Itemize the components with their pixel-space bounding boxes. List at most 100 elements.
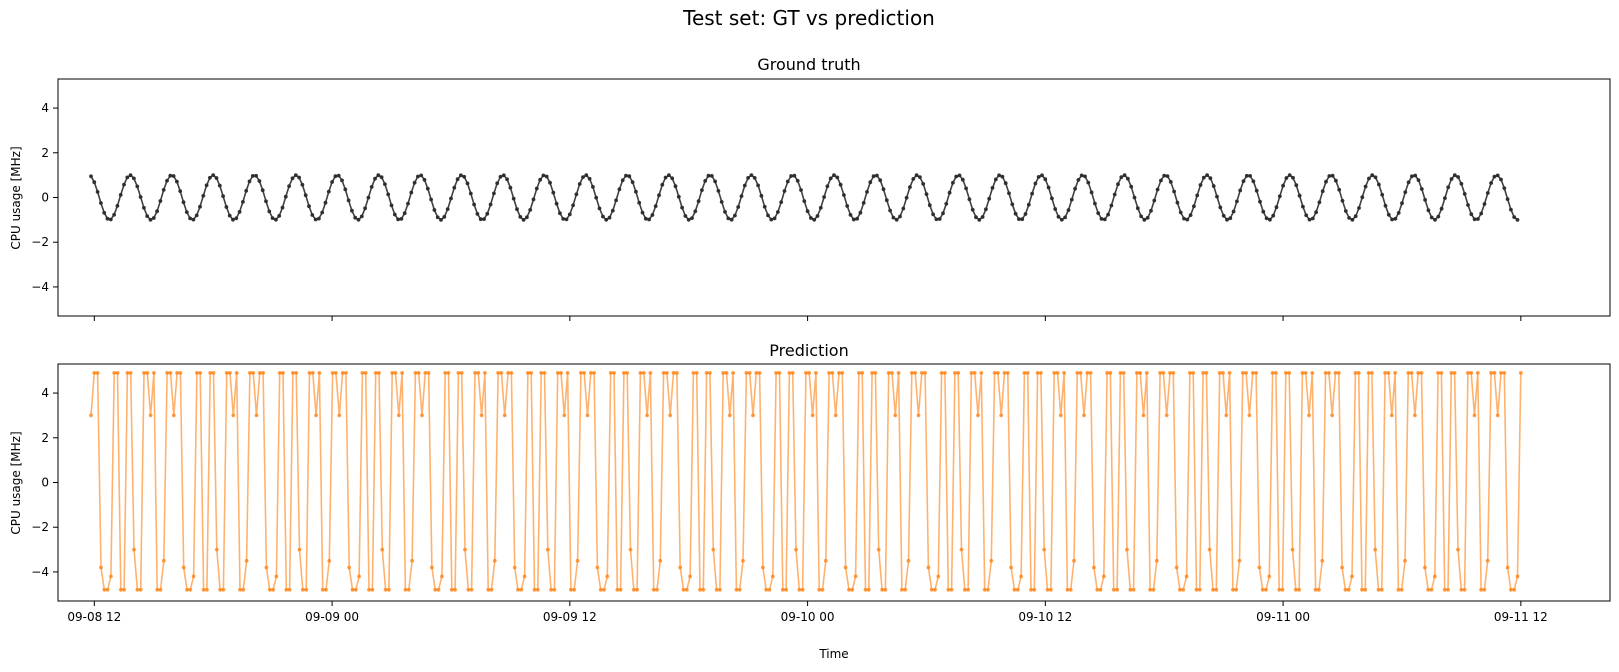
series-point xyxy=(744,371,749,375)
series-point xyxy=(402,211,407,216)
series-point xyxy=(754,371,759,375)
series-point xyxy=(795,178,800,183)
series-point xyxy=(1168,180,1173,184)
series-point xyxy=(436,587,441,592)
series-point xyxy=(1155,187,1160,192)
ground-truth-ylabel: CPU usage [MHz] xyxy=(9,146,23,249)
series-point xyxy=(108,217,113,222)
series-point xyxy=(615,587,620,592)
series-point xyxy=(277,371,282,375)
y-tick-label: 2 xyxy=(41,431,49,445)
series-point xyxy=(1462,192,1467,196)
series-point xyxy=(1178,210,1183,215)
y-tick-label: 2 xyxy=(41,146,49,160)
series-point xyxy=(505,177,509,182)
series-point xyxy=(980,215,985,219)
series-point xyxy=(703,179,708,183)
prediction-title: Prediction xyxy=(769,341,848,360)
series-point xyxy=(158,587,163,592)
series-point xyxy=(1093,201,1097,206)
series-point xyxy=(99,565,103,570)
series-point xyxy=(660,182,665,187)
series-point xyxy=(678,565,683,570)
y-tick-label: −2 xyxy=(31,235,49,249)
series-point xyxy=(1509,587,1513,592)
series-point xyxy=(711,547,716,552)
series-point xyxy=(1218,205,1223,210)
series-point xyxy=(1303,371,1308,375)
series-point xyxy=(1111,587,1116,592)
ground-truth-panel: Ground truth CPU usage [MHz] −4 −2 0 2 4 xyxy=(9,55,1611,321)
series-point xyxy=(1154,558,1159,563)
series-point xyxy=(363,206,367,211)
series-point xyxy=(1208,176,1213,181)
series-point xyxy=(297,175,301,180)
series-point xyxy=(449,196,453,201)
series-point xyxy=(227,213,232,218)
series-point xyxy=(1121,371,1126,375)
series-point xyxy=(1182,216,1186,221)
series-point xyxy=(353,587,358,592)
series-point xyxy=(1389,413,1394,418)
series-point xyxy=(575,558,580,563)
series-point xyxy=(1452,371,1457,375)
series-point xyxy=(767,587,772,592)
series-point xyxy=(281,371,285,375)
series-point xyxy=(413,371,418,375)
series-point xyxy=(1194,587,1199,592)
series-point xyxy=(601,214,605,219)
series-point xyxy=(721,371,726,375)
series-point xyxy=(1313,587,1318,592)
series-point xyxy=(1459,587,1464,592)
series-point xyxy=(410,558,414,563)
series-point xyxy=(528,208,533,212)
series-point xyxy=(1340,565,1344,570)
series-point xyxy=(409,190,414,195)
series-point xyxy=(1399,587,1404,592)
series-point xyxy=(1083,174,1087,179)
series-point xyxy=(300,587,305,592)
series-point xyxy=(863,587,868,592)
series-point xyxy=(1301,204,1305,209)
series-point xyxy=(1205,173,1209,178)
series-point xyxy=(1066,208,1071,213)
series-point xyxy=(1310,216,1315,221)
series-point xyxy=(1036,175,1041,179)
series-point xyxy=(777,371,782,375)
series-point xyxy=(1346,587,1351,592)
series-point xyxy=(1095,587,1100,592)
series-point xyxy=(138,587,143,592)
series-point xyxy=(125,175,130,180)
series-point xyxy=(337,413,342,418)
series-point xyxy=(605,574,610,579)
series-point xyxy=(647,217,651,222)
series-point xyxy=(1323,371,1328,375)
series-point xyxy=(1079,173,1084,178)
series-point xyxy=(1466,371,1470,375)
series-point xyxy=(168,173,173,178)
series-point xyxy=(1413,173,1418,178)
series-point xyxy=(95,190,100,194)
series-point xyxy=(380,547,385,552)
series-point xyxy=(1184,574,1189,579)
series-point xyxy=(1343,587,1348,592)
series-point xyxy=(1225,217,1229,222)
series-point xyxy=(1058,413,1063,418)
series-point xyxy=(1403,190,1408,195)
series-point xyxy=(135,184,140,189)
series-point xyxy=(673,184,678,189)
series-point xyxy=(987,196,992,201)
prediction-panel: Prediction CPU usage [MHz] −4 −2 0 2 4 09-08… xyxy=(9,341,1611,661)
series-point xyxy=(1356,371,1361,375)
series-point xyxy=(112,371,117,375)
series-point xyxy=(1013,211,1018,216)
series-point xyxy=(1492,174,1497,179)
series-point xyxy=(1248,174,1252,178)
series-point xyxy=(587,176,592,181)
series-point xyxy=(1026,202,1031,207)
series-point xyxy=(1333,371,1338,375)
series-point xyxy=(171,413,176,418)
series-point xyxy=(960,177,965,182)
series-point xyxy=(1250,371,1255,375)
series-point xyxy=(1291,175,1295,180)
